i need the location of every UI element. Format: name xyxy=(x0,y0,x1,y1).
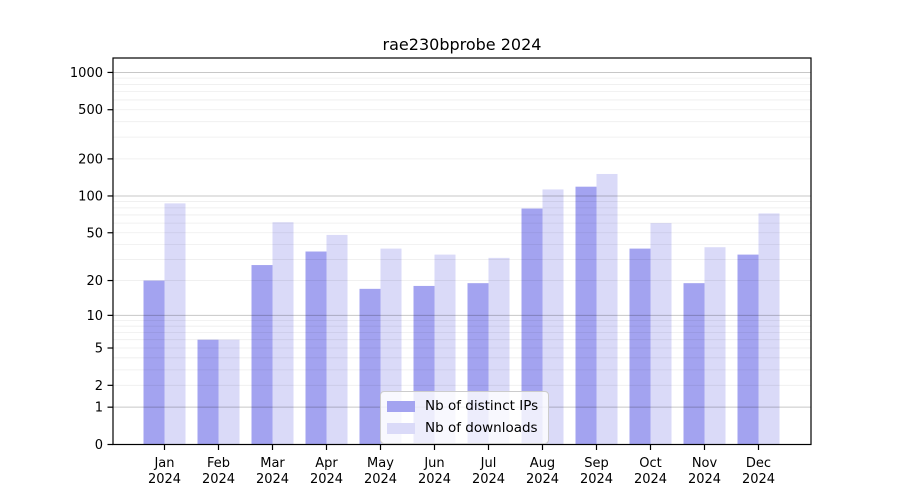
x-tick-label-month: Jan xyxy=(153,456,174,471)
legend: Nb of distinct IPs Nb of downloads xyxy=(380,391,550,444)
x-tick-label-year: 2024 xyxy=(202,472,235,487)
bar-apr-downloads xyxy=(326,234,348,445)
y-tick-label: 200 xyxy=(78,152,103,167)
x-tick-label-year: 2024 xyxy=(634,472,667,487)
x-tick-label-year: 2024 xyxy=(688,472,721,487)
bar-aug-distinct-ips xyxy=(521,208,543,445)
x-tick-label-year: 2024 xyxy=(148,472,181,487)
y-tick-label: 5 xyxy=(95,342,103,357)
axes-layer xyxy=(107,57,812,450)
x-tick-label-year: 2024 xyxy=(742,472,775,487)
legend-row-distinct-ips: Nb of distinct IPs xyxy=(387,397,538,415)
y-tick-label: 10 xyxy=(86,309,103,324)
x-tick-label-year: 2024 xyxy=(580,472,613,487)
x-tick-label-month: May xyxy=(367,456,394,471)
bar-dec-downloads xyxy=(758,213,780,445)
x-tick-label-month: Jul xyxy=(480,456,497,471)
y-tick-label: 100 xyxy=(78,189,103,204)
legend-swatch-downloads xyxy=(387,422,415,434)
bar-may-distinct-ips xyxy=(359,288,381,445)
y-tick-label: 50 xyxy=(86,226,103,241)
bar-sep-distinct-ips xyxy=(575,186,597,445)
bar-dec-distinct-ips xyxy=(737,254,759,445)
bar-nov-distinct-ips xyxy=(683,283,705,445)
y-tick-label: 1 xyxy=(95,401,103,416)
bar-mar-distinct-ips xyxy=(251,265,273,445)
bar-jan-downloads xyxy=(164,203,186,445)
chart-title: rae230bprobe 2024 xyxy=(382,35,542,54)
bar-feb-downloads xyxy=(218,339,240,445)
y-tick-label: 0 xyxy=(95,438,103,453)
x-tick-label-month: Jun xyxy=(423,456,444,471)
y-tick-label: 1000 xyxy=(70,66,103,81)
y-tick-label: 500 xyxy=(78,103,103,118)
legend-swatch-distinct-ips xyxy=(387,400,415,412)
x-tick-label-year: 2024 xyxy=(256,472,289,487)
legend-label-downloads: Nb of downloads xyxy=(425,420,538,436)
tick-labels-layer: 01251020501002005001000Jan2024Feb2024Mar… xyxy=(70,66,775,487)
y-tick-label: 20 xyxy=(86,274,103,289)
x-tick-label-month: Nov xyxy=(692,456,718,471)
x-tick-label-year: 2024 xyxy=(526,472,559,487)
bar-nov-downloads xyxy=(704,247,726,445)
x-tick-label-month: Oct xyxy=(639,456,661,471)
bar-oct-downloads xyxy=(650,223,672,445)
x-tick-label-month: Feb xyxy=(207,456,230,471)
x-tick-label-month: Sep xyxy=(584,456,609,471)
x-tick-label-month: Aug xyxy=(530,456,555,471)
x-tick-label-year: 2024 xyxy=(472,472,505,487)
x-tick-label-year: 2024 xyxy=(418,472,451,487)
x-tick-label-month: Apr xyxy=(315,456,338,471)
bar-mar-downloads xyxy=(272,222,294,445)
x-tick-label-year: 2024 xyxy=(310,472,343,487)
x-tick-label-month: Mar xyxy=(260,456,285,471)
axis-frame xyxy=(112,57,812,446)
legend-label-distinct-ips: Nb of distinct IPs xyxy=(425,398,539,414)
bar-apr-distinct-ips xyxy=(305,251,327,445)
bar-feb-distinct-ips xyxy=(197,339,219,445)
x-tick-label-month: Dec xyxy=(746,456,771,471)
bar-jan-distinct-ips xyxy=(143,280,165,445)
x-tick-label-year: 2024 xyxy=(364,472,397,487)
bar-oct-distinct-ips xyxy=(629,248,651,445)
bar-aug-downloads xyxy=(542,189,564,445)
y-tick-label: 2 xyxy=(95,379,103,394)
gridlines-layer xyxy=(113,71,811,408)
bar-sep-downloads xyxy=(596,173,618,445)
legend-row-downloads: Nb of downloads xyxy=(387,419,538,437)
